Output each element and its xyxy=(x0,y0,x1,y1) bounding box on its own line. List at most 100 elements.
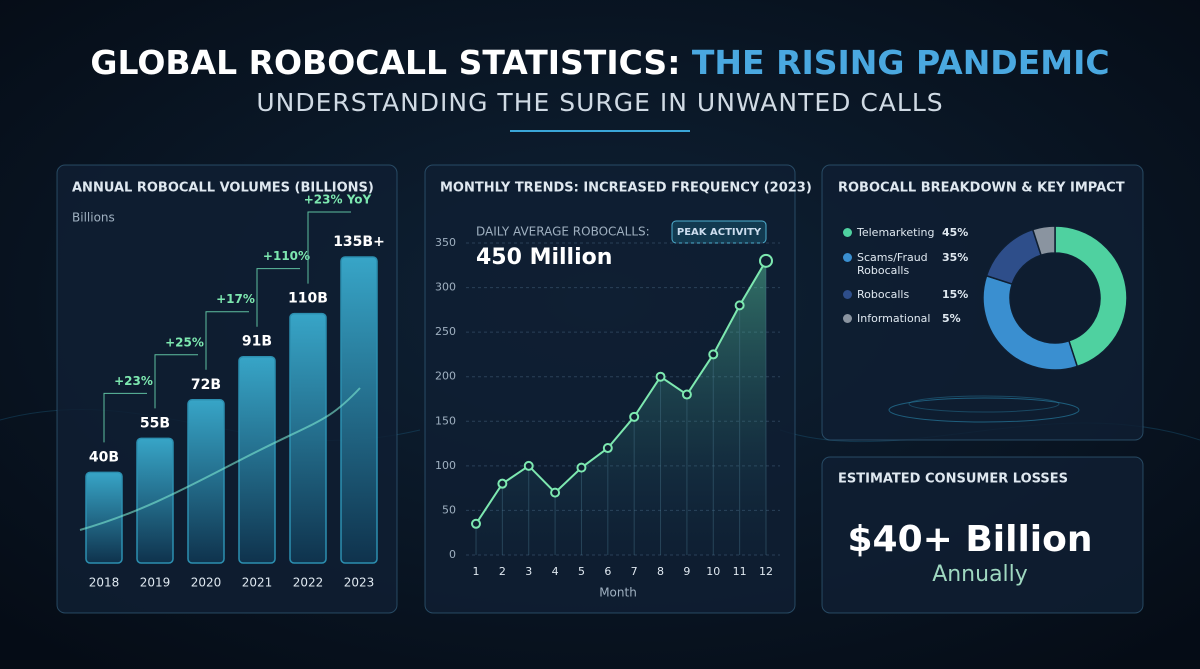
value-label: 40B xyxy=(89,449,119,465)
growth-label: +25% xyxy=(165,335,204,349)
legend-label: Robocalls xyxy=(857,288,910,301)
x-tick-label: 5 xyxy=(578,565,585,578)
y-tick-label: 200 xyxy=(435,370,456,383)
bar xyxy=(136,437,174,564)
value-label: 91B xyxy=(242,334,272,350)
y-tick-label: 100 xyxy=(435,459,456,472)
point xyxy=(759,253,773,268)
growth-arrow xyxy=(103,392,147,443)
bar xyxy=(238,355,276,564)
legend-item: Telemarketing 45% xyxy=(843,226,978,239)
point xyxy=(655,371,666,382)
point xyxy=(602,443,613,454)
x-tick-label: 4 xyxy=(552,565,559,578)
title-highlight: THE RISING PANDEMIC xyxy=(692,43,1110,82)
x-tick-label: 2021 xyxy=(242,576,273,590)
line xyxy=(475,260,767,525)
legend-item: Robocalls 15% xyxy=(843,288,978,301)
legend-swatch xyxy=(843,314,852,323)
growth-label: +23% YoY xyxy=(304,193,372,207)
value-label: 135B+ xyxy=(333,234,385,250)
x-tick-label: 10 xyxy=(706,565,720,578)
y-tick-label: 50 xyxy=(442,503,456,516)
decor-pedestal xyxy=(908,395,1060,413)
growth-arrow xyxy=(154,354,198,409)
x-tick-label: 7 xyxy=(631,565,638,578)
legend-value: 15% xyxy=(942,288,969,301)
legend-value: 5% xyxy=(942,312,961,325)
legend-swatch xyxy=(843,228,852,237)
x-tick-label: 1 xyxy=(473,565,480,578)
y-tick-label: 150 xyxy=(435,414,456,427)
value-label: 72B xyxy=(191,377,221,393)
title: GLOBAL ROBOCALL STATISTICS: THE RISING P… xyxy=(90,43,1109,82)
legend-label: Informational xyxy=(857,312,931,325)
loss-note: Annually xyxy=(932,562,1028,587)
legend-swatch xyxy=(843,253,852,262)
donut-slice xyxy=(982,274,1079,371)
legend-label: Telemarketing xyxy=(857,226,935,239)
annotation-label: DAILY AVERAGE ROBOCALLS: xyxy=(476,225,650,239)
legend-swatch xyxy=(843,290,852,299)
legend-item: Informational 5% xyxy=(843,312,978,325)
legend-item: Scams/Fraud Robocalls 35% xyxy=(843,251,978,277)
growth-label: +110% xyxy=(263,249,310,263)
title-main: GLOBAL ROBOCALL STATISTICS: xyxy=(90,43,680,82)
panel-title: ANNUAL ROBOCALL VOLUMES (BILLIONS) xyxy=(72,181,374,196)
x-axis-label: Month xyxy=(599,586,637,600)
x-tick-label: 2 xyxy=(499,565,506,578)
value-label: 110B xyxy=(288,291,328,307)
x-tick-label: 2019 xyxy=(140,576,171,590)
decor-trend xyxy=(79,387,361,531)
bar xyxy=(289,312,327,564)
legend-label: Scams/Fraud Robocalls xyxy=(857,251,928,277)
donut-slice xyxy=(1031,225,1056,257)
y-tick-label: 0 xyxy=(449,548,456,561)
x-tick-label: 2020 xyxy=(191,576,222,590)
point xyxy=(471,518,481,529)
point xyxy=(497,478,508,489)
x-tick-label: 12 xyxy=(759,565,773,578)
x-tick-label: 8 xyxy=(657,565,664,578)
x-tick-label: 2023 xyxy=(344,576,375,590)
y-tick-label: 300 xyxy=(435,281,456,294)
annotation-value: 450 Million xyxy=(476,245,612,270)
growth-arrow xyxy=(205,311,249,370)
growth-arrow xyxy=(256,268,300,327)
growth-label: +17% xyxy=(216,292,255,306)
legend-value: 35% xyxy=(942,251,969,264)
bar xyxy=(85,471,123,564)
panel xyxy=(821,456,1144,614)
point xyxy=(734,300,745,311)
x-tick-label: 9 xyxy=(683,565,690,578)
decor-pedestal xyxy=(888,397,1080,423)
area xyxy=(476,260,766,555)
bar xyxy=(187,399,225,564)
x-tick-label: 11 xyxy=(733,565,747,578)
point xyxy=(550,487,561,498)
growth-label: +23% xyxy=(114,374,153,388)
panel-title: ROBOCALL BREAKDOWN & KEY IMPACT xyxy=(838,181,1125,196)
x-tick-label: 2018 xyxy=(89,576,120,590)
panel-title: MONTHLY TRENDS: INCREASED FREQUENCY (202… xyxy=(440,181,812,196)
bar xyxy=(340,256,378,564)
x-tick-label: 2022 xyxy=(293,576,324,590)
legend-value: 45% xyxy=(942,226,969,239)
loss-value: $40+ Billion xyxy=(847,519,1092,560)
x-tick-label: 6 xyxy=(604,565,611,578)
value-label: 55B xyxy=(140,415,170,431)
point xyxy=(681,389,692,400)
peak-label: PEAK ACTIVITY xyxy=(677,227,762,238)
panel-title: ESTIMATED CONSUMER LOSSES xyxy=(838,472,1068,487)
y-tick-label: 350 xyxy=(435,236,456,249)
point xyxy=(523,460,534,471)
y-axis-label: Billions xyxy=(72,211,115,225)
donut-slice xyxy=(1054,225,1128,368)
subtitle: UNDERSTANDING THE SURGE IN UNWANTED CALL… xyxy=(256,88,943,117)
y-tick-label: 250 xyxy=(435,325,456,338)
x-tick-label: 3 xyxy=(525,565,532,578)
point xyxy=(629,411,640,422)
point xyxy=(708,349,719,360)
